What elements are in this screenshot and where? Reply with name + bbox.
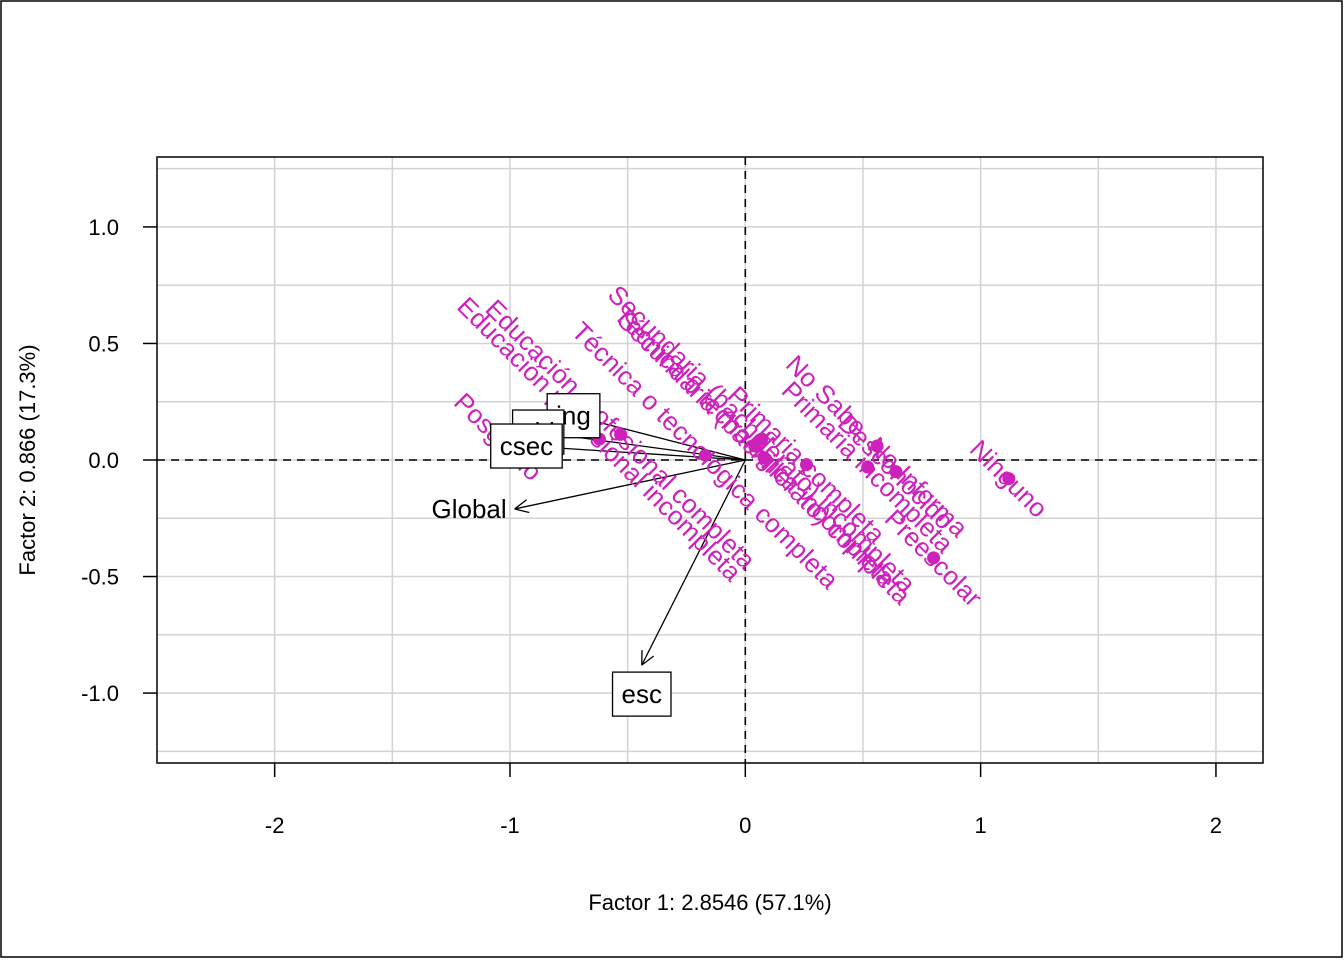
y-tick-label: -1.0 <box>81 681 119 706</box>
y-tick-label: 1.0 <box>88 215 119 240</box>
x-tick-label: -1 <box>500 813 520 838</box>
x-tick-label: -2 <box>265 813 285 838</box>
variable-label-esc: esc <box>622 679 662 709</box>
x-tick-label: 1 <box>974 813 986 838</box>
y-tick-label: 0.5 <box>88 331 119 356</box>
y-axis-title: Factor 2: 0.866 (17.3%) <box>15 344 40 575</box>
y-tick-label: 0.0 <box>88 448 119 473</box>
x-tick-label: 2 <box>1210 813 1222 838</box>
variable-label-global: Global <box>432 494 507 524</box>
x-tick-label: 0 <box>739 813 751 838</box>
y-tick-label: -0.5 <box>81 565 119 590</box>
x-axis-title: Factor 1: 2.8546 (57.1%) <box>588 890 831 915</box>
variable-label-csec: csec <box>500 431 553 461</box>
